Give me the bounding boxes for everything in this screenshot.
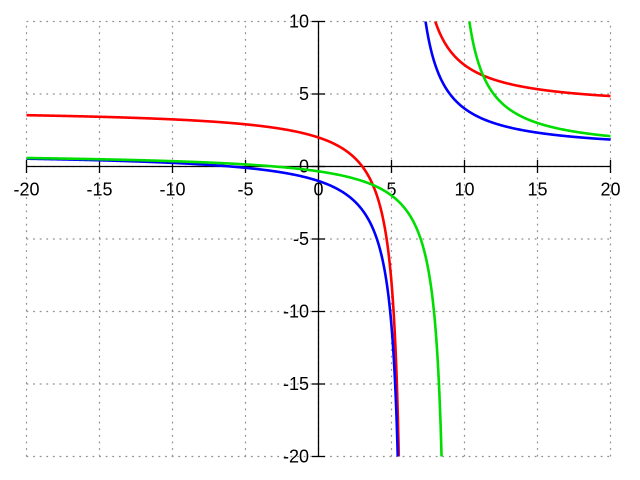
y-tick-label: -15 <box>283 374 309 394</box>
x-tick-label: 10 <box>454 180 474 200</box>
x-tick-label: -5 <box>237 180 253 200</box>
series-1-red-curve <box>26 21 611 457</box>
x-tick-label: -20 <box>13 180 39 200</box>
x-tick-label: -15 <box>86 180 112 200</box>
y-tick-label: -20 <box>283 447 309 467</box>
x-tick-label: 15 <box>527 180 547 200</box>
ticks <box>25 20 612 458</box>
x-tick-label: 0 <box>313 180 323 200</box>
tick-labels: -20 -15 -10 -5 0 5 10 15 20 -20 -15 -10 -5 0 5 10 <box>13 12 620 467</box>
y-tick-label: 10 <box>289 12 309 32</box>
x-tick-label: 5 <box>386 180 396 200</box>
y-tick-label: -10 <box>283 302 309 322</box>
y-tick-label: 5 <box>299 84 309 104</box>
x-tick-label: 20 <box>600 180 620 200</box>
series-3-green-curve <box>26 21 611 457</box>
x-tick-label: -10 <box>159 180 185 200</box>
y-tick-label: 0 <box>299 157 309 177</box>
y-tick-label: -5 <box>293 229 309 249</box>
